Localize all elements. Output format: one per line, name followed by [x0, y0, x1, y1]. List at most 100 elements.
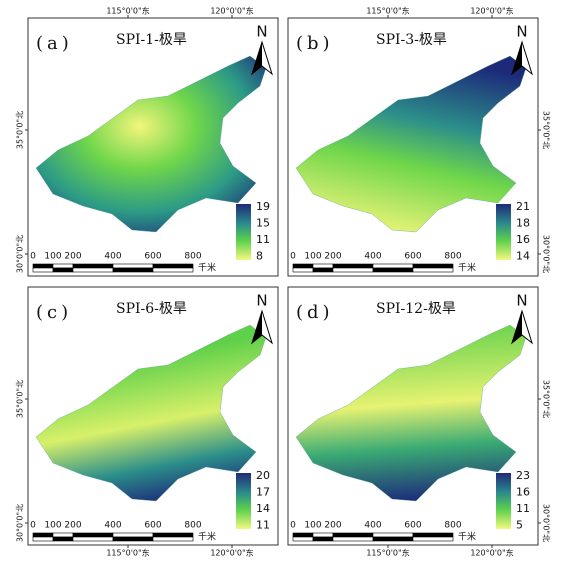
- latitude-label: 35°0'0"北: [16, 111, 25, 149]
- scale-segment: [292, 532, 314, 538]
- legend-tick-label: 18: [516, 217, 530, 230]
- scale-segment: [52, 532, 74, 538]
- scale-segment: [72, 267, 114, 273]
- scale-label: 800: [184, 252, 201, 262]
- scale-label: 200: [64, 521, 81, 531]
- panel-title: SPI-3-极旱: [376, 32, 447, 48]
- scale-segment: [52, 263, 74, 269]
- scale-segment: [412, 267, 454, 273]
- scale-segment: [72, 536, 114, 542]
- scale-label: 100: [304, 521, 321, 531]
- longitude-label: 120°0'0"东: [470, 548, 513, 558]
- north-arrow-half: [252, 311, 262, 343]
- latitude-label: 35°0'0"北: [542, 380, 551, 418]
- scale-label: 400: [104, 521, 121, 531]
- scale-segment: [152, 536, 194, 542]
- scale-segment: [112, 536, 154, 542]
- scale-label: 0: [290, 521, 296, 531]
- scale-unit: 千米: [458, 262, 476, 274]
- scale-segment: [332, 536, 374, 542]
- north-label: N: [256, 292, 267, 310]
- scale-segment: [312, 532, 334, 538]
- scale-label: 0: [30, 521, 36, 531]
- scale-label: 100: [44, 521, 61, 531]
- scale-segment: [332, 532, 374, 538]
- legend-colorbar: [236, 473, 251, 529]
- scale-segment: [312, 263, 334, 269]
- legend-colorbar: [236, 204, 251, 260]
- panel-label: (a): [36, 33, 73, 54]
- scale-segment: [112, 267, 154, 273]
- scale-label: 200: [324, 252, 341, 262]
- scale-segment: [32, 536, 54, 542]
- scale-label: 600: [404, 252, 421, 262]
- scale-segment: [112, 532, 154, 538]
- scale-label: 400: [364, 521, 381, 531]
- longitude-label: 120°0'0"东: [210, 6, 253, 16]
- panel-title: SPI-12-极旱: [376, 301, 456, 317]
- latitude-label: 35°0'0"北: [542, 111, 551, 149]
- legend-tick-label: 8: [256, 250, 263, 263]
- scale-unit: 千米: [198, 262, 216, 274]
- scale-label: 600: [144, 521, 161, 531]
- legend-tick-label: 16: [516, 233, 530, 246]
- legend-tick-label: 19: [256, 200, 270, 213]
- scale-label: 600: [404, 521, 421, 531]
- scale-segment: [52, 267, 74, 273]
- scale-label: 200: [324, 521, 341, 531]
- north-arrow-half: [512, 311, 522, 343]
- legend-colorbar: [496, 473, 511, 529]
- scale-segment: [292, 263, 314, 269]
- scale-segment: [152, 263, 194, 269]
- scale-label: 0: [290, 252, 296, 262]
- scale-segment: [412, 263, 454, 269]
- longitude-label: 115°0'0"东: [366, 548, 409, 558]
- scale-segment: [372, 263, 414, 269]
- latitude-label: 30°0'0"北: [542, 235, 551, 273]
- latitude-label: 30°0'0"北: [16, 235, 25, 273]
- latitude-label: 30°0'0"北: [542, 504, 551, 542]
- legend-tick-label: 17: [256, 486, 270, 499]
- scale-segment: [412, 532, 454, 538]
- scale-segment: [32, 532, 54, 538]
- scale-unit: 千米: [458, 531, 476, 543]
- panel-label: (b): [296, 33, 334, 54]
- latitude-label: 30°0'0"北: [16, 504, 25, 542]
- legend-colorbar: [496, 204, 511, 260]
- scale-segment: [412, 536, 454, 542]
- panel-label: (d): [296, 302, 334, 323]
- panel-title: SPI-6-极旱: [116, 301, 187, 317]
- panel-label: (c): [36, 302, 72, 323]
- legend-tick-label: 11: [256, 519, 270, 532]
- latitude-label: 35°0'0"北: [16, 380, 25, 418]
- scale-segment: [292, 536, 314, 542]
- scale-segment: [32, 267, 54, 273]
- legend-tick-label: 23: [516, 469, 530, 482]
- panel-title: SPI-1-极旱: [116, 32, 187, 48]
- scale-label: 600: [144, 252, 161, 262]
- scale-segment: [152, 532, 194, 538]
- scale-label: 800: [444, 252, 461, 262]
- legend-tick-label: 11: [256, 233, 270, 246]
- scale-label: 800: [184, 521, 201, 531]
- legend-tick-label: 14: [256, 502, 270, 515]
- north-label: N: [516, 292, 527, 310]
- longitude-label: 120°0'0"东: [210, 548, 253, 558]
- scale-segment: [112, 263, 154, 269]
- legend-tick-label: 20: [256, 469, 270, 482]
- north-arrow-half: [512, 42, 522, 74]
- legend-tick-label: 14: [516, 250, 530, 263]
- scale-label: 400: [104, 252, 121, 262]
- region-map: [35, 55, 267, 233]
- scale-segment: [292, 267, 314, 273]
- region-map: [295, 55, 527, 233]
- scale-segment: [332, 267, 374, 273]
- scale-segment: [72, 532, 114, 538]
- scale-segment: [32, 263, 54, 269]
- legend-tick-label: 11: [516, 502, 530, 515]
- north-label: N: [256, 23, 267, 41]
- legend-tick-label: 5: [516, 519, 523, 532]
